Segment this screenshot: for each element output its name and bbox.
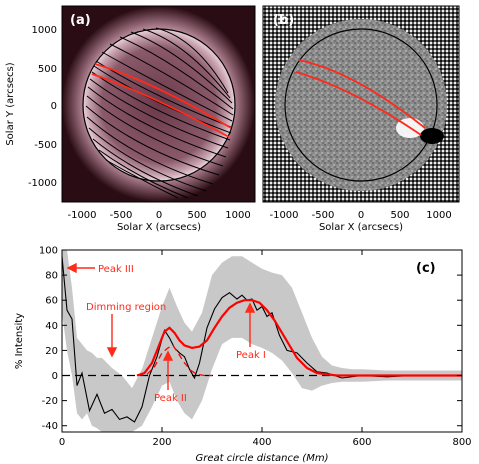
panel-b-active-region-dark xyxy=(420,128,444,144)
panel-b-sector xyxy=(295,59,426,136)
chart-panel-label: (c) xyxy=(416,261,436,276)
panel-a-limb xyxy=(82,28,236,182)
arrow-peak-i-head xyxy=(244,302,256,313)
panel-a-sector xyxy=(91,63,232,138)
y-tick: -1000 xyxy=(28,178,57,189)
y-tick-label: 100 xyxy=(39,246,58,257)
y-tick-label: 0 xyxy=(52,371,58,382)
chart-lines xyxy=(61,256,462,423)
chart-uncertainty-band xyxy=(62,250,462,432)
panel-b: (b) -1000 -500 0 500 1000 Solar X (arcse… xyxy=(262,5,460,233)
x-tick: 0 xyxy=(156,210,162,221)
annotation-dimming-region: Dimming region xyxy=(86,302,166,313)
x-tick: -1000 xyxy=(269,210,298,221)
y-tick-label: -40 xyxy=(42,421,58,432)
panel-a: (a) 1000 500 0 -500 -1000 Solar Y (arcse… xyxy=(5,5,256,233)
y-tick-label: 60 xyxy=(45,296,58,307)
chart-x-axis: 0 200 400 600 800 xyxy=(59,250,472,448)
series-line-black-solid xyxy=(61,256,462,423)
y-tick: 1000 xyxy=(32,25,57,36)
x-tick-label: 800 xyxy=(452,437,471,448)
annotation-peak-iii: Peak III xyxy=(98,264,134,275)
y-tick: -500 xyxy=(34,140,57,151)
y-tick: 500 xyxy=(38,64,57,75)
x-tick-label: 200 xyxy=(152,437,171,448)
y-tick-label: 80 xyxy=(45,271,58,282)
panel-a-label: (a) xyxy=(70,13,91,28)
x-tick-label: 400 xyxy=(252,437,271,448)
y-tick-label: 40 xyxy=(45,321,58,332)
panel-c: -40 -20 0 20 40 60 80 100 0 200 400 600 800 % Inten… xyxy=(14,246,472,464)
panel-a-disk xyxy=(83,29,235,181)
panel-b-xlabel: Solar X (arcsecs) xyxy=(319,222,403,233)
x-tick: 500 xyxy=(390,210,409,221)
series-line-red-solid xyxy=(136,299,462,377)
arrow-dimming-head xyxy=(106,347,118,358)
chart-ylabel: % Intensity xyxy=(14,313,25,369)
chart-annotation-arrows xyxy=(66,262,256,390)
panel-a-grid-arcs xyxy=(85,27,234,199)
x-tick: -500 xyxy=(110,210,133,221)
panel-a-x-ticks: -1000 -500 0 500 1000 xyxy=(67,210,250,221)
x-tick: -1000 xyxy=(67,210,96,221)
panel-b-label: (b) xyxy=(273,13,294,28)
arrow-peak-iii-head xyxy=(66,262,77,274)
chart-y-axis: -40 -20 0 20 40 60 80 100 xyxy=(39,246,462,432)
series-line-red-dashed xyxy=(136,344,212,377)
panel-a-y-ticks: 1000 500 0 -500 -1000 xyxy=(28,25,57,189)
uncertainty-band xyxy=(62,250,462,432)
y-tick-label: -20 xyxy=(42,396,58,407)
y-tick: 0 xyxy=(51,101,57,112)
annotation-peak-ii: Peak II xyxy=(154,393,187,404)
panel-b-disk xyxy=(275,19,447,191)
x-tick: 1000 xyxy=(225,210,250,221)
panel-a-xlabel: Solar X (arcsecs) xyxy=(117,222,201,233)
x-tick: 1000 xyxy=(426,210,451,221)
chart-annotations: Peak III Dimming region Peak II Peak I xyxy=(86,264,266,404)
y-tick-label: 20 xyxy=(45,346,58,357)
panel-a-ylabel: Solar Y (arcsecs) xyxy=(5,62,16,145)
x-tick: 0 xyxy=(358,210,364,221)
x-tick: -500 xyxy=(312,210,335,221)
annotation-peak-i: Peak I xyxy=(236,350,266,361)
arrow-peak-ii-head xyxy=(162,350,174,361)
x-tick: 500 xyxy=(187,210,206,221)
x-tick-label: 600 xyxy=(352,437,371,448)
chart-xlabel: Great circle distance (Mm) xyxy=(196,453,329,464)
x-tick-label: 0 xyxy=(59,437,65,448)
panel-b-limb xyxy=(284,28,438,182)
panel-b-x-ticks: -1000 -500 0 500 1000 xyxy=(269,210,451,221)
